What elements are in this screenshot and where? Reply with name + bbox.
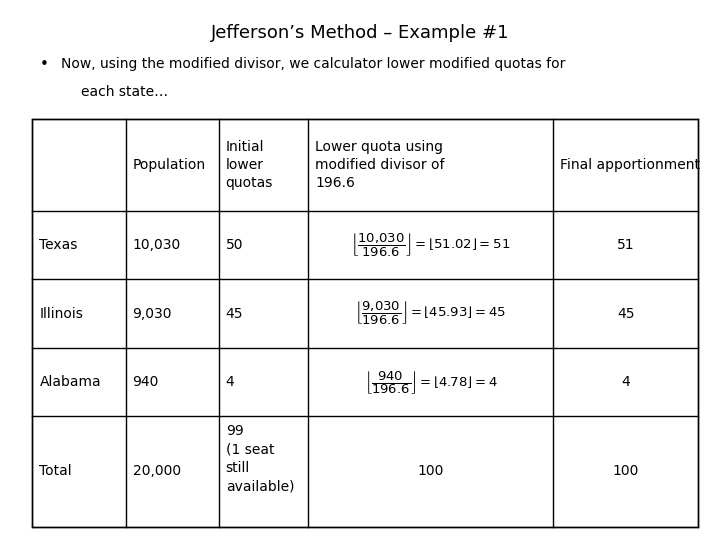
Text: 10,030: 10,030 <box>132 238 181 252</box>
Text: Jefferson’s Method – Example #1: Jefferson’s Method – Example #1 <box>211 24 509 42</box>
Text: Lower quota using
modified divisor of
196.6: Lower quota using modified divisor of 19… <box>315 140 445 190</box>
Text: $\left\lfloor\dfrac{10{,}030}{196.6}\right\rfloor = \lfloor 51.02 \rfloor = 51$: $\left\lfloor\dfrac{10{,}030}{196.6}\rig… <box>351 232 510 259</box>
Text: Texas: Texas <box>40 238 78 252</box>
Text: Now, using the modified divisor, we calculator lower modified quotas for: Now, using the modified divisor, we calc… <box>61 57 566 71</box>
Text: 4: 4 <box>621 375 630 389</box>
Text: Population: Population <box>132 158 206 172</box>
Text: 45: 45 <box>226 307 243 321</box>
Text: 50: 50 <box>226 238 243 252</box>
Text: 100: 100 <box>418 464 444 478</box>
Text: 99
(1 seat
still
available): 99 (1 seat still available) <box>226 424 294 494</box>
Text: $\left\lfloor\dfrac{9{,}030}{196.6}\right\rfloor = \lfloor 45.93 \rfloor = 45$: $\left\lfloor\dfrac{9{,}030}{196.6}\righ… <box>356 300 506 327</box>
Text: 51: 51 <box>617 238 635 252</box>
Text: 9,030: 9,030 <box>132 307 172 321</box>
Text: 4: 4 <box>226 375 235 389</box>
Text: Illinois: Illinois <box>40 307 84 321</box>
Text: 45: 45 <box>617 307 635 321</box>
Text: 20,000: 20,000 <box>132 464 181 478</box>
Text: Total: Total <box>40 464 72 478</box>
Text: •: • <box>40 57 48 72</box>
Text: $\left\lfloor\dfrac{940}{196.6}\right\rfloor = \lfloor 4.78 \rfloor = 4$: $\left\lfloor\dfrac{940}{196.6}\right\rf… <box>364 369 498 396</box>
Text: Alabama: Alabama <box>40 375 101 389</box>
Text: 940: 940 <box>132 375 159 389</box>
Text: each state…: each state… <box>81 85 168 99</box>
Text: Initial
lower
quotas: Initial lower quotas <box>226 140 273 190</box>
Bar <box>32 119 698 526</box>
Text: 100: 100 <box>613 464 639 478</box>
Text: Final apportionment: Final apportionment <box>560 158 701 172</box>
